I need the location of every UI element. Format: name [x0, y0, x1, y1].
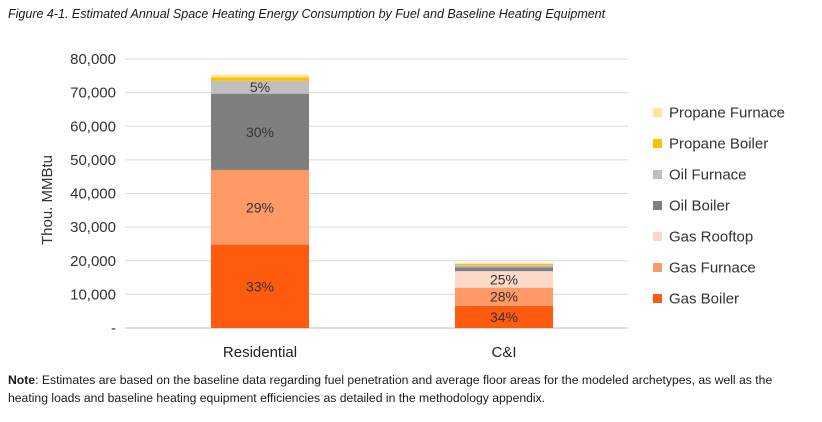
x-tick-label: C&I — [491, 344, 516, 361]
bars: 33% 29% 30% 5% 34% 28% 25% — [211, 74, 553, 328]
note: Note: Estimates are based on the baselin… — [8, 371, 814, 407]
legend-swatch — [653, 201, 662, 210]
y-tick-label: 60,000 — [70, 118, 116, 135]
bar-segment — [211, 169, 309, 245]
figure-title: Figure 4-1. Estimated Annual Space Heati… — [8, 7, 606, 21]
legend-item: Gas Rooftop — [669, 229, 753, 246]
y-tick-label: 50,000 — [70, 152, 116, 169]
legend-swatch — [653, 294, 662, 303]
y-tick-label: - — [111, 320, 116, 337]
data-label: 33% — [246, 278, 274, 294]
bar-segment — [211, 77, 309, 81]
bar-segment — [455, 267, 553, 272]
y-tick-label: 10,000 — [70, 286, 116, 303]
legend-item: Gas Furnace — [669, 260, 756, 277]
legend-item: Oil Boiler — [669, 198, 730, 215]
legend-swatch — [653, 170, 662, 179]
legend-swatch — [653, 263, 662, 272]
legend-swatch — [653, 139, 662, 148]
data-label: 30% — [246, 124, 274, 140]
gridlines — [125, 58, 628, 329]
data-label: 29% — [246, 199, 274, 215]
legend-item: Propane Boiler — [669, 136, 768, 153]
data-label: 25% — [490, 271, 518, 287]
legend-item: Propane Furnace — [669, 105, 785, 122]
x-tick-label: Residential — [223, 344, 297, 361]
note-text: : Estimates are based on the baseline da… — [8, 373, 773, 405]
y-tick-label: 80,000 — [70, 51, 116, 68]
data-label: 34% — [490, 309, 518, 325]
y-tick-label: 70,000 — [70, 85, 116, 102]
bar-segment — [211, 93, 309, 170]
legend-item: Oil Furnace — [669, 167, 747, 184]
bar-segment — [455, 265, 553, 268]
y-axis-label: Thou. MMBtu — [39, 155, 56, 245]
bar-segment — [455, 271, 553, 288]
legend-swatch — [653, 108, 662, 117]
legend-swatch — [653, 232, 662, 241]
bar-segment — [211, 74, 309, 78]
legend-item: Gas Boiler — [669, 291, 739, 308]
bar-segment — [211, 80, 309, 94]
note-label: Note — [8, 373, 36, 387]
y-axis-ticks: - 10,000 20,000 30,000 40,000 50,000 60,000 70,… — [70, 51, 116, 337]
bar-segment — [455, 263, 553, 266]
x-axis-ticks: Residential C&I — [223, 344, 517, 361]
y-tick-label: 20,000 — [70, 253, 116, 270]
bar-segment — [455, 262, 553, 264]
legend: Propane Furnace Propane Boiler Oil Furnace… — [653, 105, 785, 308]
bar-segment — [455, 287, 553, 306]
bar-segment — [455, 305, 553, 328]
data-label: 28% — [490, 289, 518, 305]
bar-segment — [211, 244, 309, 328]
y-tick-label: 30,000 — [70, 219, 116, 236]
y-tick-label: 40,000 — [70, 186, 116, 203]
data-label: 5% — [250, 79, 270, 95]
